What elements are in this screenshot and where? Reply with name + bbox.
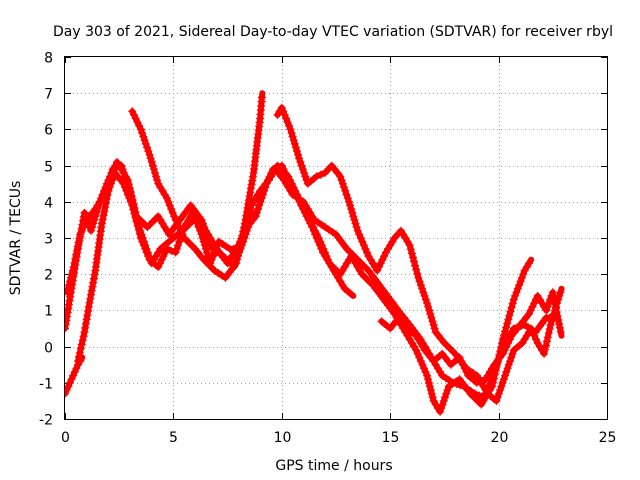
series-track-6 [273,103,565,405]
y-tick-label: -1 [39,377,53,393]
y-tick-label: 6 [44,123,53,139]
series-markers [128,93,266,282]
y-tick-labels: -2 -1 0 1 2 3 4 5 6 7 8 [39,51,53,429]
y-tick-label: 2 [44,268,53,284]
y-tick-label: 1 [44,304,53,320]
x-tick-label: 0 [61,430,70,446]
y-tick-label: 7 [44,87,53,103]
y-tick-label: 4 [44,196,53,212]
y-tick-label: 8 [44,51,53,67]
x-tick-label: 20 [491,430,509,446]
plot-area [65,90,565,416]
series-band [378,289,565,386]
x-axis-label: GPS time / hours [275,458,392,474]
y-tick-label: 3 [44,232,53,248]
series-track-5 [128,90,266,282]
x-tick-label: 25 [599,430,617,446]
y-axis-label: SDTVAR / TECUs [8,181,24,296]
series-group [65,90,565,416]
series-markers [377,288,565,387]
y-tick-label: 5 [44,160,53,176]
plot-frame [64,56,608,420]
series-track-7 [377,288,565,387]
x-tick-labels: 0 5 10 15 20 25 [61,430,616,446]
y-tick-label: 0 [44,341,53,357]
x-tick-label: 5 [169,430,178,446]
series-markers [273,103,565,405]
y-tick-label: -2 [39,413,53,429]
x-tick-label: 15 [382,430,400,446]
chart-title: Day 303 of 2021, Sidereal Day-to-day VTE… [53,24,613,40]
x-tick-label: 10 [274,430,292,446]
